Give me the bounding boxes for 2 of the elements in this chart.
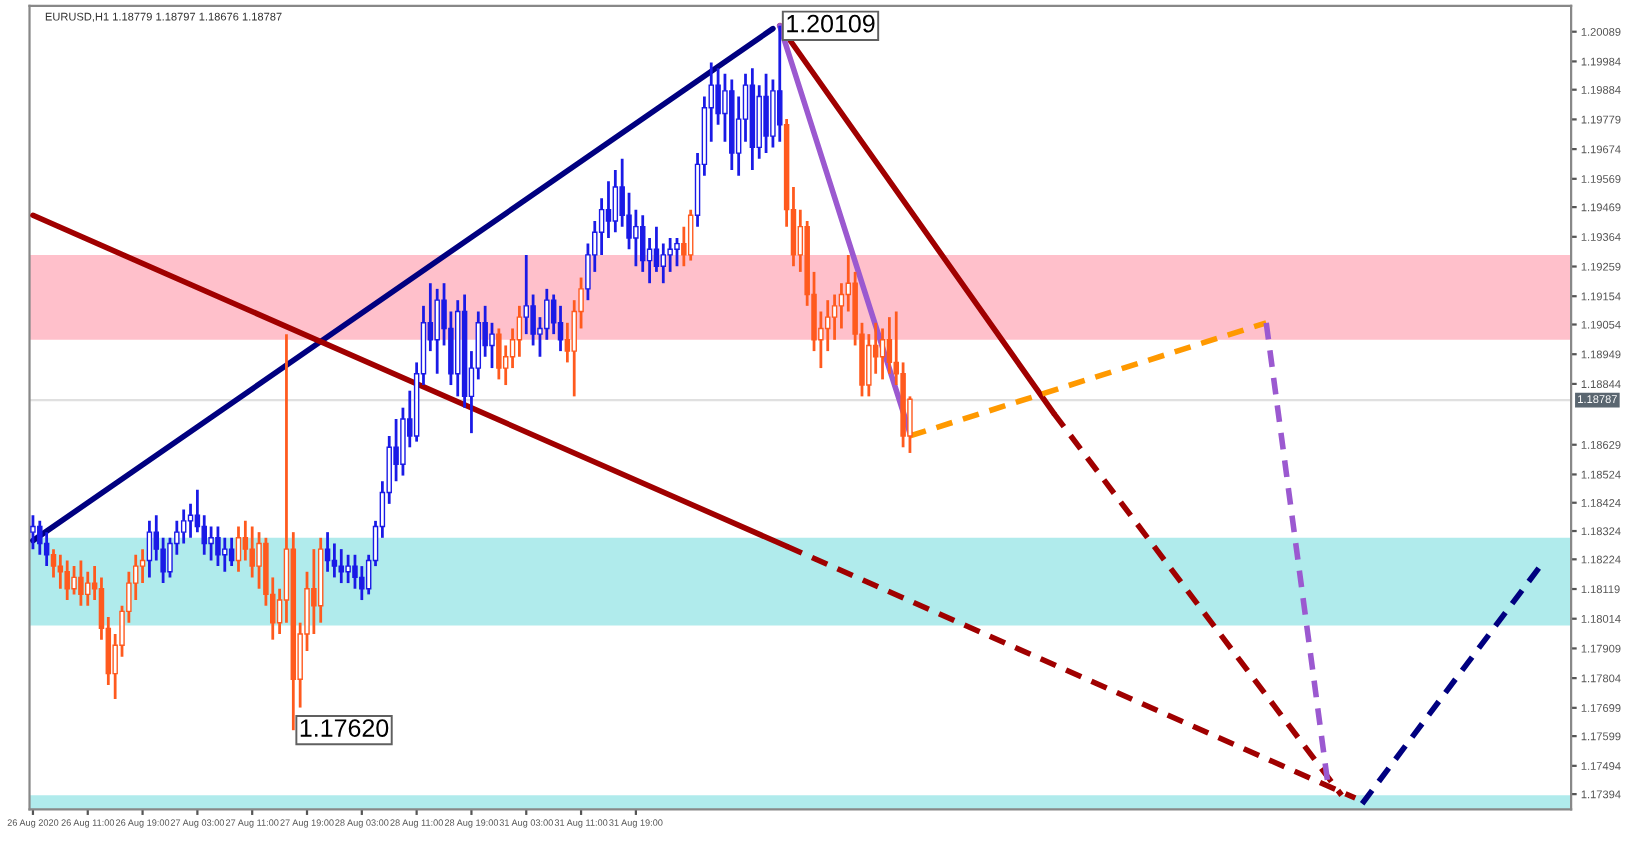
annotation: 1.20109	[787, 14, 875, 33]
annotation: 1.17620	[300, 719, 389, 737]
